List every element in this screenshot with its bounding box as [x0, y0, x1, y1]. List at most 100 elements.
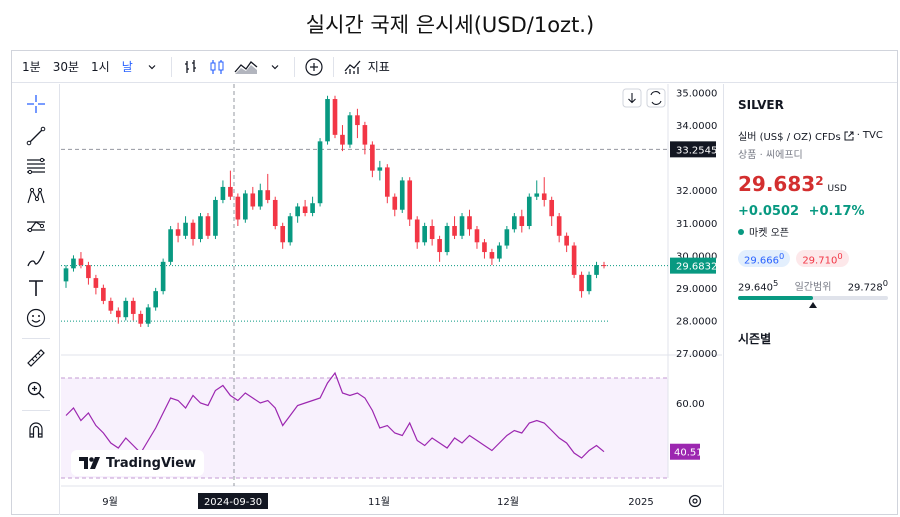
candle	[564, 232, 569, 253]
candle	[123, 297, 129, 321]
candle	[586, 271, 592, 295]
candle	[429, 219, 435, 246]
candle	[168, 226, 173, 266]
candle	[160, 258, 166, 295]
candle	[198, 212, 203, 243]
rsi-current-tag	[670, 443, 700, 460]
chevron-down-icon[interactable]	[264, 56, 286, 78]
candle	[497, 242, 502, 262]
candle	[235, 193, 241, 227]
settings-gear-icon[interactable]	[688, 494, 702, 508]
y-tick-label: 27.0000	[676, 349, 717, 360]
candle	[228, 170, 233, 200]
range-marker-icon	[809, 302, 817, 308]
candle	[78, 252, 84, 269]
candle	[101, 284, 106, 305]
market-open-dot-icon	[738, 228, 744, 235]
candle	[115, 307, 121, 324]
range-label: 일간범위	[794, 282, 832, 293]
panel-price-sup: 2	[815, 174, 824, 188]
x-tick-label: 2024-09-30	[204, 497, 262, 508]
candle	[504, 226, 510, 249]
x-tick-label: 11월	[368, 496, 390, 508]
candle	[71, 255, 76, 272]
candle	[175, 222, 181, 243]
candle	[534, 180, 540, 200]
interval-1h[interactable]: 1시	[91, 60, 110, 74]
x-tick-label: 9월	[102, 496, 118, 508]
x-tick-label: 2025	[628, 497, 653, 508]
interval-1m[interactable]: 1분	[22, 60, 41, 74]
pattern-icon[interactable]	[24, 184, 48, 208]
crosshair-price-label: 33.2545	[676, 145, 717, 156]
candle	[302, 199, 308, 217]
y-tick-label: 28.0000	[676, 316, 717, 327]
candle	[287, 212, 293, 246]
panel-category-sub: 씨에프디	[765, 150, 803, 161]
candle	[347, 112, 353, 148]
brush-icon[interactable]	[24, 246, 48, 270]
tradingview-logo-text: TradingView	[106, 455, 197, 471]
zoom-icon[interactable]	[24, 378, 48, 402]
add-compare-icon[interactable]	[303, 56, 325, 78]
candle	[108, 297, 114, 314]
y-tick-label: 30.0000	[676, 251, 717, 262]
chevron-down-icon[interactable]	[141, 56, 163, 78]
candle	[512, 212, 517, 233]
candle	[571, 242, 577, 279]
candle	[317, 138, 323, 207]
text-icon[interactable]	[24, 276, 48, 300]
ruler-icon[interactable]	[24, 346, 48, 370]
candle	[370, 141, 375, 178]
crosshair-date-tag	[198, 493, 268, 509]
emoji-icon[interactable]	[24, 306, 48, 330]
external-link-icon[interactable]	[844, 131, 854, 141]
scroll-down-button[interactable]	[622, 88, 642, 108]
candle	[519, 209, 525, 233]
price-chart[interactable]: 35.0000 34.0000 32.0000 31.0000 30.0000 29.00…	[0, 0, 722, 517]
candle	[422, 222, 427, 246]
ask-pill: 29.7100	[796, 250, 849, 268]
y-tick-label: 35.0000	[676, 89, 717, 100]
panel-description[interactable]: 실버 (US$ / OZ) CFDs	[738, 132, 841, 143]
candle	[220, 180, 226, 204]
tradingview-logo[interactable]: TradingView	[71, 450, 205, 476]
candle	[437, 235, 442, 262]
panel-section-title: 시즌별	[738, 332, 772, 346]
forecast-icon[interactable]	[24, 214, 48, 238]
reset-chart-button[interactable]	[646, 88, 666, 108]
interval-30m[interactable]: 30분	[52, 60, 79, 74]
candle	[377, 160, 383, 181]
candle	[205, 212, 211, 240]
candle-chart-icon[interactable]	[206, 56, 228, 78]
candle	[384, 164, 390, 204]
candle	[459, 212, 465, 240]
candle	[474, 226, 480, 249]
crosshair-price-tag	[670, 141, 716, 158]
candle	[213, 196, 218, 240]
panel-market-status: 마켓 오픈	[749, 228, 789, 239]
candle	[392, 193, 398, 217]
panel-source[interactable]: TVC	[862, 130, 883, 141]
candle	[86, 261, 91, 285]
candle	[250, 186, 256, 210]
rsi-current-label: 40.51	[674, 448, 703, 459]
candle	[549, 196, 555, 227]
bid-price: 29.666	[744, 255, 779, 267]
panel-symbol: SILVER	[738, 98, 784, 112]
fib-icon[interactable]	[24, 154, 48, 178]
indicators-icon[interactable]	[342, 56, 364, 78]
crosshair-icon[interactable]	[24, 92, 48, 116]
bar-chart-icon[interactable]	[180, 56, 202, 78]
candle	[362, 121, 368, 155]
magnet-icon[interactable]	[24, 418, 48, 442]
candle	[153, 287, 158, 311]
area-chart-icon[interactable]	[232, 56, 260, 78]
rsi-line	[65, 371, 605, 459]
candle	[265, 173, 271, 204]
trendline-icon[interactable]	[24, 124, 48, 148]
interval-1d[interactable]: 날	[121, 60, 133, 74]
y-tick-label: 29.0000	[676, 284, 717, 295]
ask-price-sup: 0	[837, 251, 843, 261]
indicators-button[interactable]: 지표	[367, 60, 390, 74]
